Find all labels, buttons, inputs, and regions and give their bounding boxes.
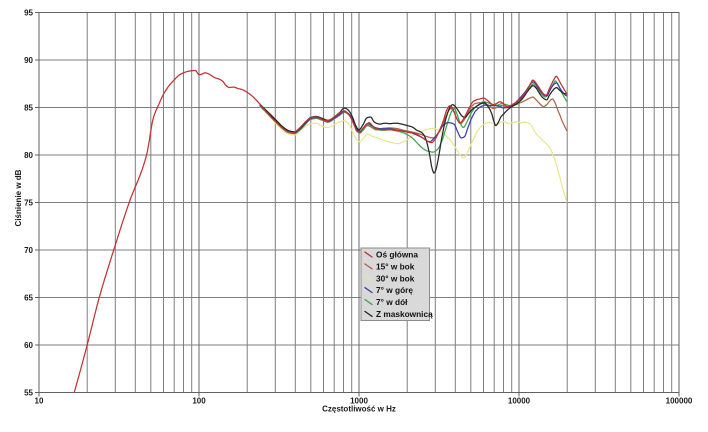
svg-text:80: 80: [24, 151, 33, 160]
svg-text:85: 85: [24, 103, 33, 112]
svg-text:100: 100: [192, 397, 206, 406]
svg-text:15° w bok: 15° w bok: [376, 262, 415, 272]
svg-text:90: 90: [24, 56, 33, 65]
svg-text:65: 65: [24, 293, 33, 302]
svg-text:Częstotliwość w Hz: Częstotliwość w Hz: [322, 405, 396, 414]
svg-text:7° w górę: 7° w górę: [376, 285, 413, 295]
svg-text:7° w dół: 7° w dół: [376, 297, 408, 307]
svg-text:60: 60: [24, 341, 33, 350]
svg-text:100000: 100000: [666, 397, 693, 406]
svg-text:Ciśnienie w dB: Ciśnienie w dB: [14, 169, 23, 226]
svg-text:30° w bok: 30° w bok: [376, 273, 415, 283]
svg-text:75: 75: [24, 198, 33, 207]
svg-text:55: 55: [24, 388, 33, 397]
svg-text:1000: 1000: [350, 397, 368, 406]
svg-text:10: 10: [35, 397, 44, 406]
svg-text:Oś główna: Oś główna: [376, 250, 418, 260]
svg-text:95: 95: [24, 8, 33, 17]
svg-text:Z maskownicą: Z maskownicą: [376, 309, 433, 319]
svg-text:70: 70: [24, 246, 33, 255]
svg-text:10000: 10000: [508, 397, 531, 406]
